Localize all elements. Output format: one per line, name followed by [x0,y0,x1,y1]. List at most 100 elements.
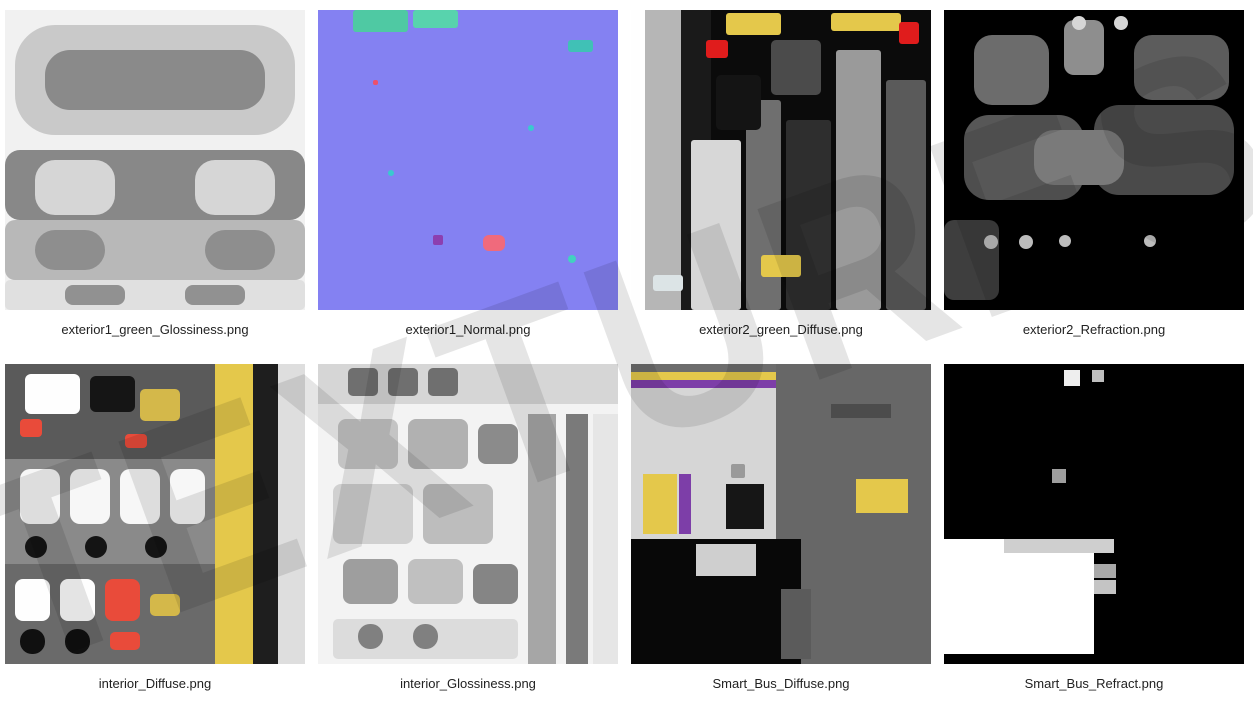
texture-thumbnail[interactable] [318,10,618,310]
texture-cell: exterior1_green_Glossiness.png [5,10,305,350]
texture-cell: Smart_Bus_Refract.png [944,364,1244,704]
texture-shape [110,632,140,650]
texture-shape [388,170,394,176]
texture-shape [944,539,1094,654]
texture-shape [856,479,908,513]
texture-shape [528,414,556,664]
texture-shape [373,80,378,85]
texture-shape [528,125,534,131]
texture-shape [568,40,593,52]
texture-shape [631,380,776,388]
texture-shape [781,589,811,659]
texture-caption: Smart_Bus_Refract.png [1025,676,1164,691]
texture-shape [433,235,443,245]
texture-cell: Smart_Bus_Diffuse.png [631,364,931,704]
texture-shape [645,10,681,310]
texture-shape [358,624,383,649]
texture-shape [125,434,147,448]
texture-thumbnail[interactable] [5,364,305,664]
texture-cell: exterior2_green_Diffuse.png [631,10,931,350]
texture-shape [333,484,413,544]
texture-shape [185,285,245,305]
texture-shape [478,424,518,464]
texture-caption: exterior2_green_Diffuse.png [699,322,863,337]
texture-shape [631,364,776,372]
texture-thumbnail[interactable] [631,10,931,310]
texture-shape [318,10,618,310]
texture-shape [716,75,761,130]
texture-shape [65,629,90,654]
texture-thumbnail[interactable] [944,10,1244,310]
texture-shape [831,13,901,31]
texture-shape [388,368,418,396]
texture-shape [831,404,891,418]
texture-cell: exterior1_Normal.png [318,10,618,350]
texture-shape [746,100,781,310]
texture-shape [679,474,691,534]
texture-shape [1134,35,1229,100]
texture-shape [473,564,518,604]
texture-shape [771,40,821,95]
texture-shape [65,285,125,305]
texture-shape [205,230,275,270]
texture-shape [90,376,135,412]
texture-caption: exterior1_Normal.png [405,322,530,337]
texture-shape [20,469,60,524]
texture-shape [706,40,728,58]
texture-shape [215,364,253,664]
texture-cell: interior_Diffuse.png [5,364,305,704]
texture-shape [338,419,398,469]
texture-shape [1064,370,1080,386]
texture-shape [150,594,180,616]
texture-shape [20,419,42,437]
texture-shape [631,10,645,310]
texture-shape [786,120,831,310]
texture-shape [120,469,160,524]
texture-shape [105,579,140,621]
texture-shape [1114,16,1128,30]
texture-cell: exterior2_Refraction.png [944,10,1244,350]
texture-shape [1059,235,1071,247]
texture-shape [653,275,683,291]
texture-shape [1092,370,1104,382]
texture-shape [35,160,115,215]
texture-caption: exterior1_green_Glossiness.png [61,322,248,337]
texture-shape [631,372,776,380]
texture-caption: Smart_Bus_Diffuse.png [712,676,849,691]
texture-shape [944,220,999,300]
texture-shape [140,389,180,421]
texture-shape [408,419,468,469]
texture-thumbnail[interactable] [631,364,931,664]
texture-shape [423,484,493,544]
texture-shape [195,160,275,215]
texture-thumbnail[interactable] [944,364,1244,664]
texture-shape [45,50,265,110]
texture-shape [483,235,505,251]
texture-shape [1094,580,1116,594]
texture-shape [145,536,167,558]
texture-shape [353,10,408,32]
texture-shape [60,579,95,621]
texture-shape [886,80,926,310]
texture-shape [593,414,618,664]
texture-shape [428,368,458,396]
texture-shape [170,469,205,524]
texture-shape [1034,130,1124,185]
texture-shape [761,255,801,277]
texture-thumbnail[interactable] [5,10,305,310]
texture-shape [25,374,80,414]
texture-shape [691,140,741,310]
texture-cell: interior_Glossiness.png [318,364,618,704]
texture-shape [696,544,756,576]
texture-shape [731,464,745,478]
texture-shape [1052,469,1066,483]
texture-shape [15,579,50,621]
texture-shape [1072,16,1086,30]
texture-shape [974,35,1049,105]
texture-shape [343,559,398,604]
texture-shape [348,368,378,396]
texture-thumbnail[interactable] [318,364,618,664]
texture-shape [899,22,919,44]
texture-shape [984,235,998,249]
texture-shape [35,230,105,270]
